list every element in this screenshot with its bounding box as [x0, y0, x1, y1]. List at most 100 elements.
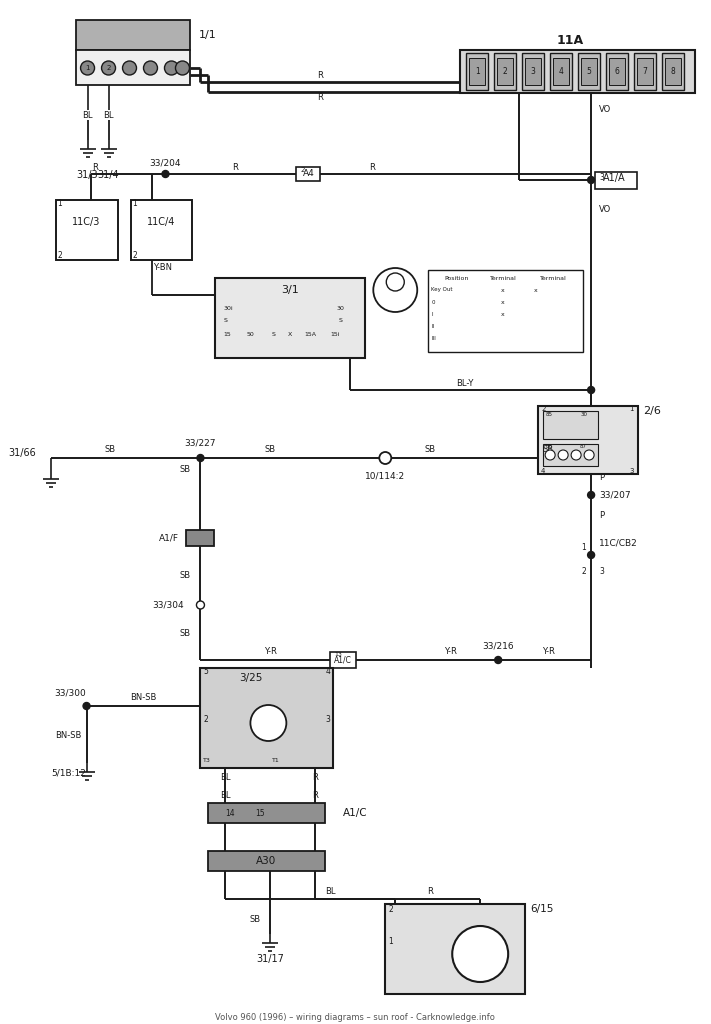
Text: 3: 3 — [599, 567, 604, 577]
Text: 31/4: 31/4 — [97, 170, 119, 180]
Bar — [55, 200, 117, 260]
Text: BL: BL — [220, 791, 230, 800]
Text: Position: Position — [444, 275, 469, 281]
Bar — [538, 406, 638, 474]
Text: 1: 1 — [58, 200, 63, 209]
Text: 11A: 11A — [557, 34, 584, 46]
Text: S: S — [338, 317, 342, 323]
Text: II: II — [432, 324, 434, 329]
Circle shape — [495, 656, 502, 664]
Text: 31/3: 31/3 — [77, 170, 98, 180]
Text: BL: BL — [325, 887, 336, 896]
Text: 2: 2 — [107, 65, 111, 71]
Text: 15: 15 — [223, 333, 231, 338]
Text: T1: T1 — [272, 758, 279, 763]
Bar — [665, 58, 681, 85]
Text: Y-R: Y-R — [264, 647, 277, 656]
Circle shape — [558, 450, 568, 460]
Text: 14: 14 — [225, 809, 235, 817]
Text: 2/6: 2/6 — [643, 406, 661, 416]
Text: R: R — [317, 93, 324, 102]
Text: P: P — [599, 473, 604, 482]
Text: T3: T3 — [203, 758, 211, 763]
Text: Terminal: Terminal — [490, 275, 517, 281]
Text: 33/227: 33/227 — [185, 438, 216, 447]
Text: 31/17: 31/17 — [257, 954, 284, 964]
Bar — [609, 58, 625, 85]
Text: BL-Y: BL-Y — [456, 379, 474, 387]
Text: A1/F: A1/F — [159, 534, 178, 543]
Text: 30i: 30i — [223, 305, 233, 310]
Text: 11C/4: 11C/4 — [147, 217, 176, 227]
Text: 87: 87 — [580, 443, 587, 449]
Text: 3: 3 — [326, 716, 331, 725]
Text: 15: 15 — [255, 809, 265, 817]
Text: S: S — [272, 333, 275, 338]
Text: 33/207: 33/207 — [599, 490, 631, 500]
Text: 11C/CB2: 11C/CB2 — [599, 539, 638, 548]
Circle shape — [83, 702, 90, 710]
Text: A1/A: A1/A — [603, 173, 626, 183]
Bar — [662, 53, 684, 90]
Text: 1: 1 — [388, 938, 393, 946]
Text: 4: 4 — [541, 468, 545, 474]
Text: BL: BL — [220, 773, 230, 782]
Text: 6: 6 — [614, 67, 619, 76]
Text: SB: SB — [105, 445, 116, 455]
Bar — [595, 172, 637, 189]
Text: 2: 2 — [541, 406, 545, 412]
Text: 2: 2 — [300, 167, 304, 173]
Text: 2: 2 — [388, 904, 393, 913]
Bar — [75, 20, 191, 50]
Bar — [385, 904, 525, 994]
Circle shape — [80, 61, 95, 75]
Text: BL: BL — [82, 111, 93, 120]
Text: 3: 3 — [530, 67, 535, 76]
Text: A30: A30 — [256, 856, 277, 866]
Text: 4: 4 — [326, 668, 331, 677]
Text: VO: VO — [599, 206, 611, 214]
Text: Key Out: Key Out — [432, 288, 453, 293]
Text: 1/1: 1/1 — [198, 30, 216, 40]
Circle shape — [250, 705, 287, 741]
Text: 0: 0 — [432, 299, 434, 304]
Text: A1/C: A1/C — [334, 655, 352, 665]
Text: 10/114:2: 10/114:2 — [365, 471, 405, 480]
Circle shape — [587, 492, 594, 499]
Bar — [606, 53, 628, 90]
Text: Y-R: Y-R — [542, 647, 555, 656]
Text: SB: SB — [250, 914, 260, 924]
Text: R: R — [92, 163, 98, 171]
Text: 33/304: 33/304 — [152, 600, 183, 609]
Text: SB: SB — [179, 466, 191, 474]
Text: x: x — [501, 311, 505, 316]
Text: P: P — [599, 511, 604, 519]
Bar — [550, 53, 572, 90]
Text: 8: 8 — [670, 67, 675, 76]
Text: R: R — [232, 163, 238, 171]
Text: 2: 2 — [58, 251, 63, 259]
Bar — [208, 803, 326, 823]
Text: x: x — [501, 288, 505, 293]
Text: x: x — [501, 299, 505, 304]
Text: SB: SB — [542, 445, 554, 455]
Bar — [75, 50, 191, 85]
Text: 3: 3 — [629, 468, 634, 474]
Text: BN-SB: BN-SB — [55, 730, 82, 739]
Circle shape — [379, 452, 391, 464]
Text: 5: 5 — [587, 67, 592, 76]
Text: 2: 2 — [582, 567, 586, 577]
Bar — [525, 58, 541, 85]
Text: I: I — [432, 311, 433, 316]
Bar — [331, 652, 356, 668]
Text: X: X — [288, 333, 292, 338]
Text: 4: 4 — [559, 67, 564, 76]
Circle shape — [102, 61, 115, 75]
Text: 2: 2 — [203, 716, 208, 725]
Text: 3/1: 3/1 — [282, 285, 299, 295]
Bar — [208, 851, 326, 871]
Text: 33/204: 33/204 — [150, 159, 181, 168]
Text: R: R — [312, 773, 319, 782]
Text: S: S — [223, 317, 228, 323]
Bar — [553, 58, 569, 85]
